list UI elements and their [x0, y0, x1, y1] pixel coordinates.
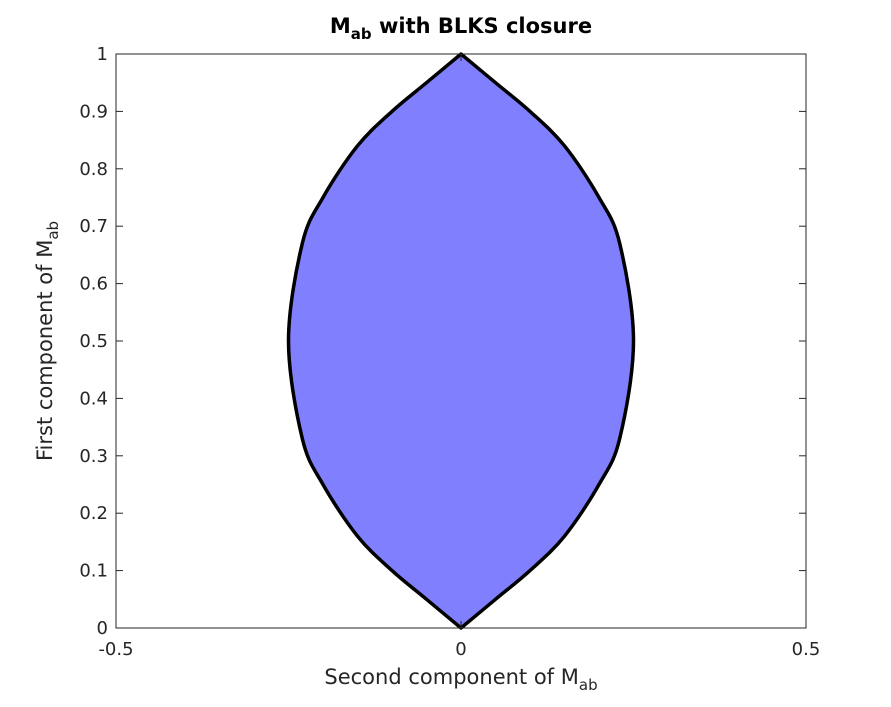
y-tick-label: 0.2	[79, 503, 108, 524]
data-layer	[288, 54, 634, 628]
y-tick-label: 0.4	[79, 388, 108, 409]
y-tick-label: 0.5	[79, 331, 108, 352]
title-main: M	[330, 14, 351, 38]
x-tick-label: 0.5	[792, 639, 821, 660]
x-axis-label-main: Second component of M	[324, 665, 578, 689]
y-tick-label: 0.3	[79, 446, 108, 467]
ticks-layer: 00.10.20.30.40.50.60.70.80.91-0.5 0 0.5	[79, 44, 820, 660]
x-tick-label: 0	[455, 639, 466, 660]
y-axis-label-main: First component of M	[33, 240, 57, 461]
title-subscript: ab	[351, 25, 372, 43]
y-tick-label: 0	[97, 618, 108, 639]
y-tick-label: 0.8	[79, 159, 108, 180]
y-tick-label: 0.6	[79, 274, 108, 295]
x-tick-label: -0.5	[98, 639, 133, 660]
title-rest: with BLKS closure	[372, 14, 592, 38]
y-tick-label: 0.7	[79, 216, 108, 237]
y-axis-label-subscript: ab	[44, 221, 62, 240]
y-tick-label: 1	[97, 44, 108, 65]
x-axis-label-subscript: ab	[579, 676, 598, 694]
feasible-region-fill	[288, 54, 634, 628]
y-axis-label: First component of Mab	[33, 221, 62, 461]
y-tick-label: 0.9	[79, 101, 108, 122]
y-tick-label: 0.1	[79, 561, 108, 582]
x-axis-label: Second component of Mab	[324, 665, 597, 694]
chart-title: Mab with BLKS closure	[330, 14, 592, 43]
